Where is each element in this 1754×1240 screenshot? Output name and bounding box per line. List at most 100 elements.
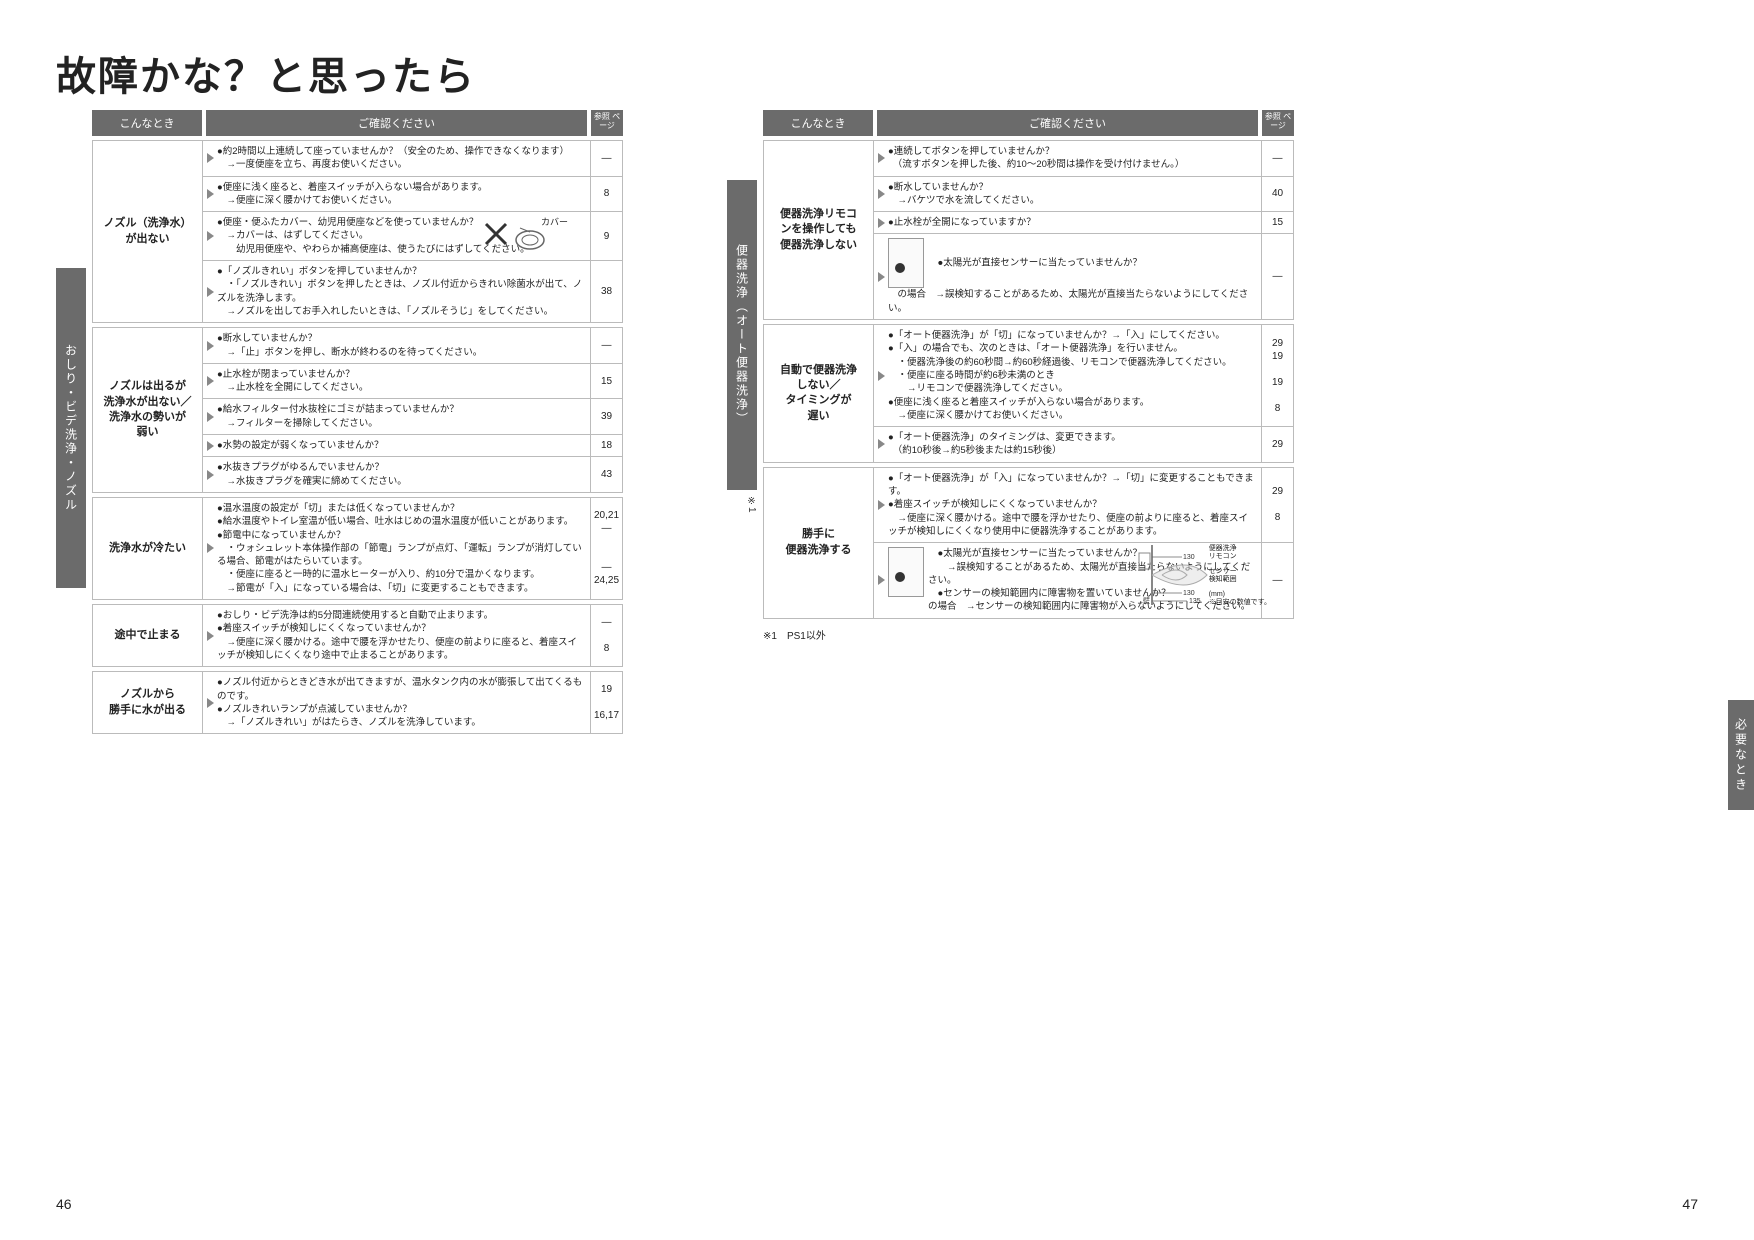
when-cell: ノズルは出るが洗浄水が出ない／洗浄水の勢いが弱い: [93, 328, 203, 492]
check-column: ●「オート便器洗浄」が「切」になっていませんか？→「入」にしてください。●「入」…: [874, 325, 1293, 462]
right-body: 便器洗浄リモコンを操作しても便器洗浄しない●連続してボタンを押していませんか？ …: [763, 140, 1294, 619]
table-group: ノズル（洗浄水）が出ない●約2時間以上連続して座っていませんか？（安全のため、操…: [92, 140, 623, 323]
page-ref: ―: [590, 328, 622, 363]
check-row: ●便座に浅く座ると、着座スイッチが入らない場合があります。 →便座に深く腰かけて…: [203, 176, 622, 212]
header-page: 参照 ページ: [1262, 110, 1294, 136]
page-ref: 2919198: [1261, 325, 1293, 426]
remote-diagram: [888, 238, 924, 288]
check-text: ●連続してボタンを押していませんか？ （流すボタンを押した後、約10～20秒間は…: [888, 141, 1261, 176]
check-row: ●連続してボタンを押していませんか？ （流すボタンを押した後、約10～20秒間は…: [874, 141, 1293, 176]
check-text: ●温水温度の設定が「切」または低くなっていませんか？●給水温度やトイレ室温が低い…: [217, 498, 590, 599]
triangle-icon: [203, 212, 217, 260]
triangle-icon: [874, 177, 888, 212]
page-ref: ―8: [590, 605, 622, 666]
check-text: ●約2時間以上連続して座っていませんか？（安全のため、操作できなくなります） →…: [217, 141, 590, 176]
page-number-right: 47: [1682, 1196, 1698, 1212]
side-tab: 必要なとき: [1728, 700, 1754, 810]
check-text: ●止水栓が全開になっていますか？: [888, 212, 1261, 233]
page-ref: 38: [590, 261, 622, 322]
check-row: ●断水していませんか？ →バケツで水を流してください。40: [874, 176, 1293, 212]
left-body: ノズル（洗浄水）が出ない●約2時間以上連続して座っていませんか？（安全のため、操…: [92, 140, 623, 734]
page-ref: 298: [1261, 468, 1293, 542]
triangle-icon: [874, 325, 888, 426]
page-ref: ―: [1261, 141, 1293, 176]
when-cell: 自動で便器洗浄しない／タイミングが遅い: [764, 325, 874, 462]
content-spread: おしり・ビデ洗浄・ノズル こんなとき ご確認ください 参照 ページ ノズル（洗浄…: [56, 110, 1294, 738]
when-cell: 勝手に便器洗浄する: [764, 468, 874, 618]
check-row: ●「オート便器洗浄」が「入」になっていませんか？→「切」に変更することもできます…: [874, 468, 1293, 542]
check-text: ●断水していませんか？ →「止」ボタンを押し、断水が終わるのを待ってください。: [217, 328, 590, 363]
triangle-icon: [203, 328, 217, 363]
check-row: ●水勢の設定が弱くなっていませんか？18: [203, 434, 622, 456]
check-text: ●「オート便器洗浄」が「入」になっていませんか？→「切」に変更することもできます…: [888, 468, 1261, 542]
page-ref: 15: [1261, 212, 1293, 233]
page-ref: 18: [590, 435, 622, 456]
right-header: こんなとき ご確認ください 参照 ページ: [763, 110, 1294, 136]
check-text: ●太陽光が直接センサーに当たっていませんか？ →誤検知することがあるため、太陽光…: [888, 543, 1261, 617]
check-column: ●断水していませんか？ →「止」ボタンを押し、断水が終わるのを待ってください。―…: [203, 328, 622, 492]
check-text: ●「オート便器洗浄」が「切」になっていませんか？→「入」にしてください。●「入」…: [888, 325, 1261, 426]
when-cell: 洗浄水が冷たい: [93, 498, 203, 599]
page-ref: 9: [590, 212, 622, 260]
triangle-icon: [203, 177, 217, 212]
table-group: 洗浄水が冷たい●温水温度の設定が「切」または低くなっていませんか？●給水温度やト…: [92, 497, 623, 600]
svg-text:壁: 壁: [1143, 596, 1150, 605]
check-row: ●ノズル付近からときどき水が出てきますが、温水タンク内の水が膨張して出てくるもの…: [203, 672, 622, 733]
check-row: ●「ノズルきれい」ボタンを押していませんか？ ・「ノズルきれい」ボタンを押したと…: [203, 260, 622, 322]
check-text: ●便座に浅く座ると、着座スイッチが入らない場合があります。 →便座に深く腰かけて…: [217, 177, 590, 212]
table-group: 勝手に便器洗浄する●「オート便器洗浄」が「入」になっていませんか？→「切」に変更…: [763, 467, 1294, 619]
table-group: ノズルは出るが洗浄水が出ない／洗浄水の勢いが弱い●断水していませんか？ →「止」…: [92, 327, 623, 493]
check-row: ●便座・便ふたカバー、幼児用便座などを使っていませんか？ →カバーは、はずしてく…: [203, 211, 622, 260]
check-row: ●断水していませんか？ →「止」ボタンを押し、断水が終わるのを待ってください。―: [203, 328, 622, 363]
footnote: ※1 PS1以外: [763, 627, 1294, 642]
check-row: ●止水栓が全開になっていますか？15: [874, 211, 1293, 233]
page-ref: ―: [1261, 234, 1293, 319]
check-row: ●止水栓が閉まっていませんか？ →止水栓を全開にしてください。15: [203, 363, 622, 399]
right-vtab: 便器洗浄（オート便器洗浄）: [727, 180, 757, 490]
svg-text:130: 130: [1183, 590, 1195, 597]
check-text: ●断水していませんか？ →バケツで水を流してください。: [888, 177, 1261, 212]
page-ref: ―: [590, 141, 622, 176]
header-when: こんなとき: [763, 110, 873, 136]
check-row: ●おしり・ビデ洗浄は約5分間連続使用すると自動で止まります。●着座スイッチが検知…: [203, 605, 622, 666]
table-group: 便器洗浄リモコンを操作しても便器洗浄しない●連続してボタンを押していませんか？ …: [763, 140, 1294, 320]
check-column: ●ノズル付近からときどき水が出てきますが、温水タンク内の水が膨張して出てくるもの…: [203, 672, 622, 733]
check-column: ●「オート便器洗浄」が「入」になっていませんか？→「切」に変更することもできます…: [874, 468, 1293, 618]
table-group: ノズルから勝手に水が出る●ノズル付近からときどき水が出てきますが、温水タンク内の…: [92, 671, 623, 734]
triangle-icon: [874, 543, 888, 617]
when-cell: ノズルから勝手に水が出る: [93, 672, 203, 733]
check-column: ●温水温度の設定が「切」または低くなっていませんか？●給水温度やトイレ室温が低い…: [203, 498, 622, 599]
triangle-icon: [203, 498, 217, 599]
page-ref: 15: [590, 364, 622, 399]
left-header: こんなとき ご確認ください 参照 ページ: [92, 110, 623, 136]
header-page: 参照 ページ: [591, 110, 623, 136]
triangle-icon: [203, 435, 217, 456]
check-column: ●約2時間以上連続して座っていませんか？（安全のため、操作できなくなります） →…: [203, 141, 622, 322]
page-title: 故障かな？と思ったら: [56, 44, 476, 102]
check-text: ●おしり・ビデ洗浄は約5分間連続使用すると自動で止まります。●着座スイッチが検知…: [217, 605, 590, 666]
check-row: ●「オート便器洗浄」が「切」になっていませんか？→「入」にしてください。●「入」…: [874, 325, 1293, 426]
check-row: ●給水フィルター付水抜栓にゴミが詰まっていませんか？ →フィルターを掃除してくだ…: [203, 398, 622, 434]
check-row: ●水抜きプラグがゆるんでいませんか？ →水抜きプラグを確実に締めてください。43: [203, 456, 622, 492]
triangle-icon: [203, 457, 217, 492]
page-ref: 39: [590, 399, 622, 434]
header-check: ご確認ください: [877, 110, 1258, 136]
left-column: おしり・ビデ洗浄・ノズル こんなとき ご確認ください 参照 ページ ノズル（洗浄…: [56, 110, 623, 738]
remote-diagram: [888, 547, 924, 597]
right-vtab-note: ※1: [727, 496, 757, 513]
triangle-icon: [203, 364, 217, 399]
check-text: ●太陽光が直接センサーに当たっていませんか？ の場合 →誤検知することがあるため…: [888, 234, 1261, 319]
triangle-icon: [203, 605, 217, 666]
check-text: ●便座・便ふたカバー、幼児用便座などを使っていませんか？ →カバーは、はずしてく…: [217, 212, 590, 260]
page-ref: 29: [1261, 427, 1293, 462]
triangle-icon: [874, 212, 888, 233]
triangle-icon: [203, 141, 217, 176]
triangle-icon: [203, 672, 217, 733]
table-group: 自動で便器洗浄しない／タイミングが遅い●「オート便器洗浄」が「切」になっていませ…: [763, 324, 1294, 463]
triangle-icon: [874, 141, 888, 176]
check-row: ●約2時間以上連続して座っていませんか？（安全のため、操作できなくなります） →…: [203, 141, 622, 176]
when-cell: 途中で止まる: [93, 605, 203, 666]
triangle-icon: [874, 234, 888, 319]
check-row: ●「オート便器洗浄」のタイミングは、変更できます。 （約10秒後→約5秒後または…: [874, 426, 1293, 462]
check-row: ●太陽光が直接センサーに当たっていませんか？ →誤検知することがあるため、太陽光…: [874, 542, 1293, 617]
